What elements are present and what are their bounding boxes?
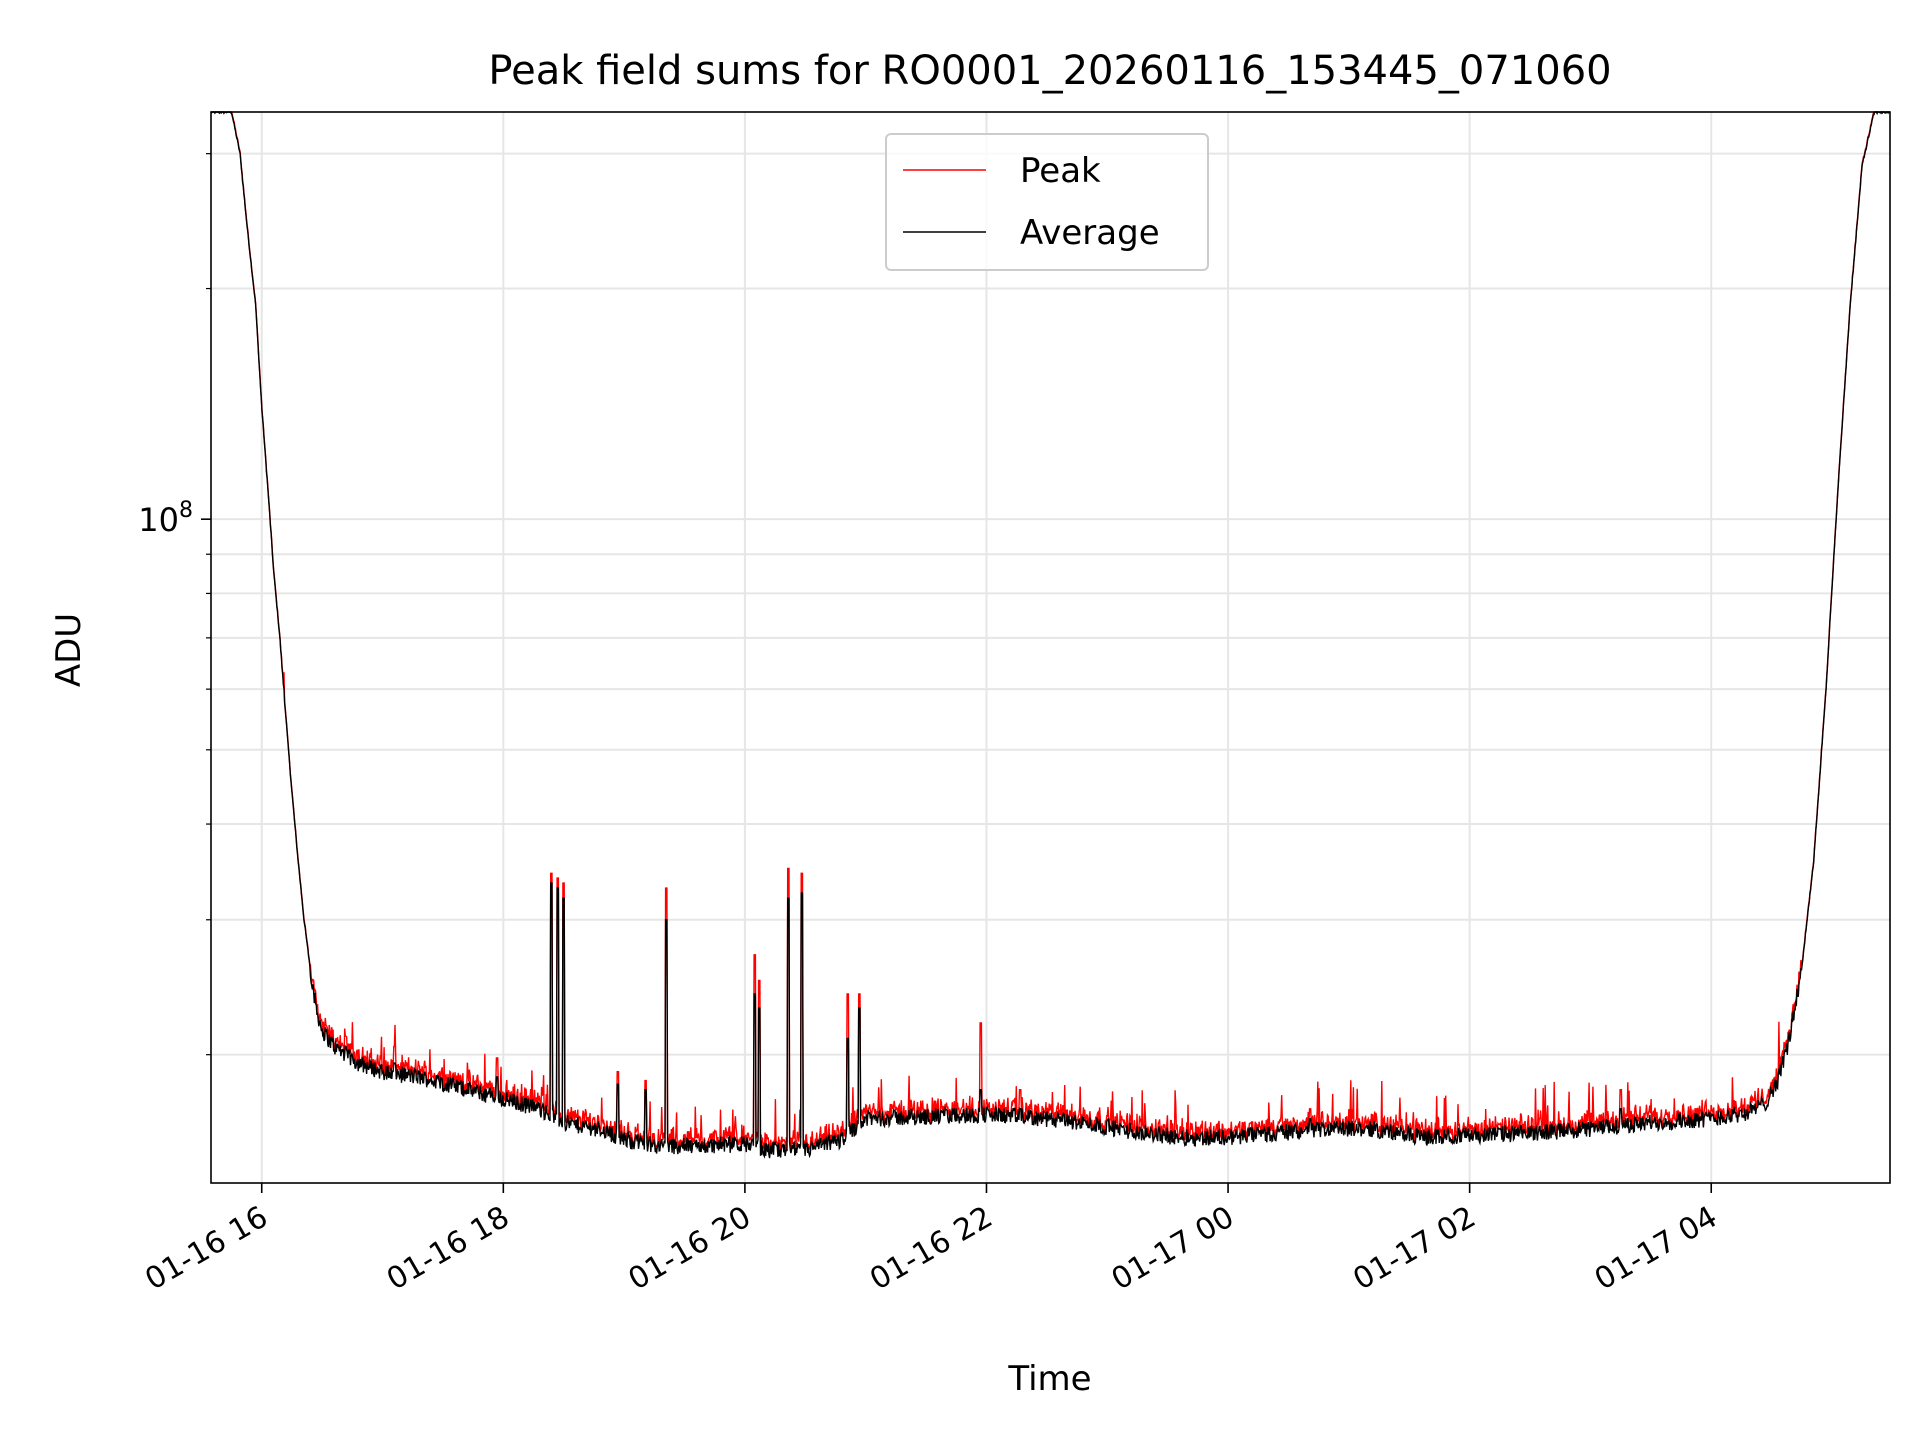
series-line-average [210,110,1891,1159]
x-axis-label: Time [1007,1359,1091,1399]
grid [211,112,1890,1183]
legend-label-peak: Peak [1020,151,1101,191]
plot-frame [210,111,1891,1184]
y-tick-label: 108 [138,498,193,539]
legend-box [885,133,1209,271]
series-layer [210,110,1891,1159]
y-axis-label: ADU [49,613,89,687]
y-tick-label-base: 10 [138,501,179,539]
legend-label-average: Average [1020,213,1160,253]
legend: Peak Average [885,133,1209,271]
y-tick-label-exponent: 8 [179,498,193,523]
chart-title: Peak field sums for RO0001_20260116_1534… [488,48,1611,94]
